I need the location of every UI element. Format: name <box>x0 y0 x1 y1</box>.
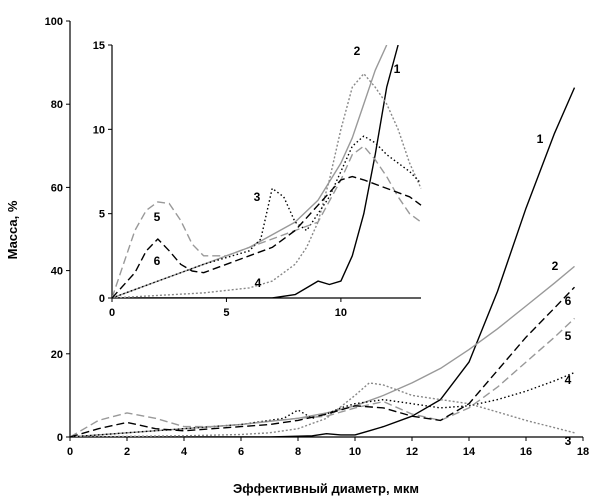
series-2-label: 2 <box>552 259 559 273</box>
series-6-label: 6 <box>565 294 572 308</box>
series-5-label: 5 <box>565 329 572 343</box>
y-tick-label: 60 <box>51 182 63 194</box>
x-tick-label: 2 <box>124 446 130 458</box>
series-1-line <box>70 87 576 437</box>
y-tick-label: 100 <box>45 16 63 28</box>
x-tick-label: 16 <box>520 446 532 458</box>
x-tick-label: 18 <box>577 446 589 458</box>
series-3-line <box>70 382 575 437</box>
y-tick-label: 0 <box>57 432 63 444</box>
series-4-label: 4 <box>565 373 572 387</box>
inset-series-6-line <box>112 175 422 298</box>
x-tick-label: 8 <box>295 446 301 458</box>
series-3-label: 3 <box>565 434 572 448</box>
x-tick-label: 14 <box>463 446 476 458</box>
inset-series-5-line <box>112 145 422 298</box>
y-axis-label: Масса, % <box>5 200 20 259</box>
inset-series-4-line <box>112 135 422 298</box>
y-tick-label: 20 <box>51 349 63 361</box>
inset-y-tick-label: 15 <box>93 40 105 52</box>
series-4-line <box>70 371 575 437</box>
inset-series-4-label: 4 <box>255 276 262 290</box>
series-6-line <box>70 286 576 437</box>
inset-series-2-label: 2 <box>354 44 361 58</box>
x-tick-label: 0 <box>67 446 73 458</box>
series-1-label: 1 <box>537 132 544 146</box>
inset-y-tick-label: 5 <box>99 209 105 221</box>
inset-series-6-label: 6 <box>154 254 161 268</box>
y-tick-label: 80 <box>51 99 63 111</box>
inset-series-3-label: 3 <box>254 190 261 204</box>
inset-series-1-line <box>112 45 399 298</box>
inset-y-tick-label: 10 <box>93 124 105 136</box>
y-tick-label: 40 <box>51 266 63 278</box>
inset-y-tick-label: 0 <box>99 293 105 305</box>
inset-x-tick-label: 10 <box>335 307 347 319</box>
inset-plot: 0 5 10 0 5 10 15 1 2 3 4 5 6 <box>93 40 422 319</box>
inset-series-3-line <box>112 72 422 298</box>
x-tick-label: 10 <box>349 446 361 458</box>
inset-series-5-label: 5 <box>154 210 161 224</box>
series-5-line <box>70 317 575 437</box>
inset-x-tick-label: 0 <box>109 307 115 319</box>
x-axis-label: Эффективный диаметр, мкм <box>233 481 419 496</box>
inset-x-tick-label: 5 <box>223 307 229 319</box>
x-tick-label: 6 <box>238 446 244 458</box>
x-tick-label: 4 <box>181 446 188 458</box>
inset-series-1-label: 1 <box>394 62 401 76</box>
x-tick-label: 12 <box>406 446 418 458</box>
